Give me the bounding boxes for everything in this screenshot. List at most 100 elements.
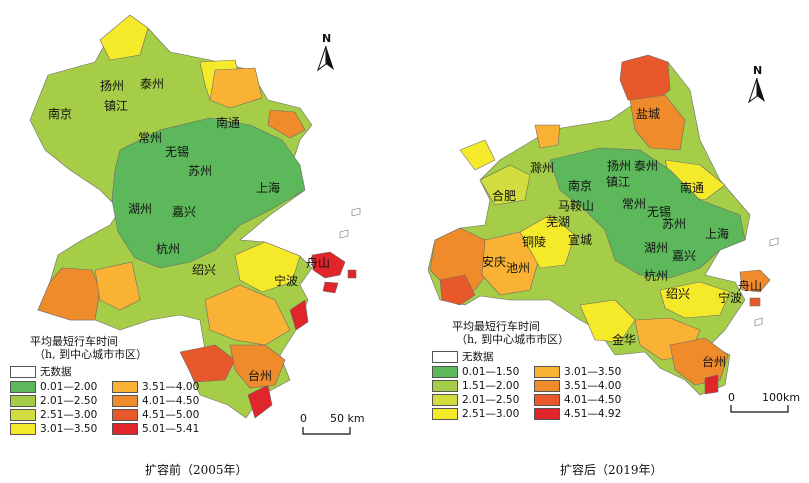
region-core-green: [111, 117, 306, 269]
region-anqing-red: [439, 274, 476, 306]
city-label-shaoxing: 绍兴: [192, 263, 217, 277]
legend-label: 2.01—2.50: [462, 394, 520, 406]
city-label-xuancheng: 宣城: [568, 233, 593, 247]
scale-bar: [302, 427, 351, 435]
legend-label: 3.51—4.00: [564, 380, 622, 392]
city-label-shanghai: 上海: [705, 227, 730, 241]
scale-zero: 0: [728, 391, 735, 404]
legend-item-8: 5.01—5.41: [112, 423, 200, 435]
choropleth-map-2005: [29, 14, 361, 419]
region-taizhou-red: [704, 374, 719, 395]
scale-bar: [730, 405, 789, 413]
region-ne-orange: [209, 67, 263, 109]
region-hefei-yellow: [479, 164, 531, 206]
city-label-nanjing: 南京: [568, 179, 593, 193]
legend-title-line2: （h, 到中心城市市区）: [34, 348, 148, 361]
region-nantong-orange: [267, 109, 306, 139]
city-label-chuzhou: 滁州: [530, 161, 555, 175]
region-north-yellow2: [459, 139, 496, 171]
legend-label: 1.51—2.00: [462, 380, 520, 392]
legend-grid: 无数据 0.01—1.50 3.01—3.50 1.51—2.00 3.51—4…: [432, 349, 622, 420]
city-label-wuxi: 无锡: [165, 145, 190, 159]
legend-label: 无数据: [40, 366, 72, 378]
legend-label: 4.51—5.00: [142, 409, 200, 421]
region-island-1: [322, 281, 339, 294]
city-label-yangzhou: 扬州: [100, 79, 125, 93]
legend-swatch: [432, 408, 458, 420]
city-label-wuxi: 无锡: [647, 205, 672, 219]
legend-label: 5.01—5.41: [142, 423, 200, 435]
city-label-suzhou: 苏州: [188, 164, 213, 178]
region-island-2: [769, 237, 779, 247]
legend-item-1: 0.01—2.00: [10, 381, 108, 393]
city-label-shaoxing: 绍兴: [666, 287, 691, 301]
choropleth-map-2019: [427, 54, 779, 396]
map-panel-2005: N 南京 扬州 泰州 镇江 常州 南通 无锡 苏州 上海 湖州 嘉兴 杭州 绍兴…: [0, 0, 400, 483]
region-yancheng-orange: [629, 94, 686, 151]
city-label-zhoushan: 舟山: [738, 279, 763, 293]
north-arrow-icon: [317, 46, 334, 72]
region-south-yellow: [579, 299, 636, 343]
legend-label: 无数据: [462, 351, 494, 363]
city-label-taizhou-js: 泰州: [634, 159, 659, 173]
region-zhoushan: [739, 269, 771, 293]
city-label-nantong: 南通: [216, 116, 241, 130]
region-island-1: [749, 297, 761, 307]
region-south-yellow2: [659, 281, 731, 319]
legend-2019: 平均最短行车时间 （h, 到中心城市市区） 无数据 0.01—1.50 3.01…: [432, 320, 622, 420]
legend-swatch: [10, 395, 36, 407]
region-anqing-orange: [429, 227, 491, 291]
region-north-yellow: [99, 14, 149, 61]
legend-title-line1: 平均最短行车时间: [452, 320, 540, 333]
legend-swatch: [432, 366, 458, 378]
city-label-ningbo: 宁波: [718, 291, 743, 305]
legend-label: 2.01—2.50: [40, 395, 98, 407]
legend-swatch: [112, 381, 138, 393]
region-island-3: [351, 207, 361, 217]
legend-label: 2.51—3.00: [462, 408, 520, 420]
legend-swatch: [432, 394, 458, 406]
legend-item-7: 4.01—4.50: [534, 394, 622, 406]
region-sw-orange: [37, 267, 101, 321]
north-label: N: [322, 32, 332, 45]
scale-zero: 0: [300, 412, 307, 425]
legend-item-nodata: 无数据: [432, 349, 530, 364]
region-north-amber: [534, 124, 561, 149]
legend-swatch: [534, 394, 560, 406]
city-label-jiaxing: 嘉兴: [672, 249, 697, 263]
city-label-maanshan: 马鞍山: [558, 199, 595, 213]
legend-item-6: 3.51—4.00: [534, 380, 622, 392]
legend-title-line1: 平均最短行车时间: [30, 335, 118, 348]
region-island-3: [754, 317, 763, 327]
city-label-zhoushan: 舟山: [306, 256, 331, 270]
region-island-4: [339, 229, 349, 239]
region-island-2: [347, 269, 357, 279]
city-label-shanghai: 上海: [256, 181, 281, 195]
city-label-taizhou-js: 泰州: [140, 77, 165, 91]
city-label-huzhou: 湖州: [644, 241, 669, 255]
north-label: N: [753, 64, 763, 77]
legend-item-8: 4.51—4.92: [534, 408, 622, 420]
region-ningbo-red: [289, 299, 309, 331]
caption-2005: 扩容前（2005年）: [145, 463, 248, 477]
city-label-yancheng: 盐城: [636, 107, 661, 121]
city-label-taizhou-zj: 台州: [702, 355, 727, 369]
legend-item-empty: [112, 364, 200, 379]
region-south-red: [179, 344, 236, 383]
scale-label: 50 km: [330, 412, 365, 425]
caption-2019: 扩容后（2019年）: [560, 463, 663, 477]
city-label-zhenjiang: 镇江: [606, 175, 631, 189]
city-label-changzhou: 常州: [622, 197, 647, 211]
legend-swatch: [10, 423, 36, 435]
city-label-suzhou: 苏州: [662, 217, 687, 231]
city-label-ningbo: 宁波: [274, 274, 299, 288]
city-label-changzhou: 常州: [138, 131, 163, 145]
legend-item-6: 4.01—4.50: [112, 395, 200, 407]
region-south-orange: [229, 344, 286, 389]
city-label-hangzhou: 杭州: [644, 269, 669, 283]
city-label-huzhou: 湖州: [128, 202, 153, 216]
city-label-zhenjiang: 镇江: [104, 99, 129, 113]
legend-item-5: 3.01—3.50: [534, 366, 622, 378]
region-taizhou-red: [247, 384, 273, 419]
legend-label: 2.51—3.00: [40, 409, 98, 421]
